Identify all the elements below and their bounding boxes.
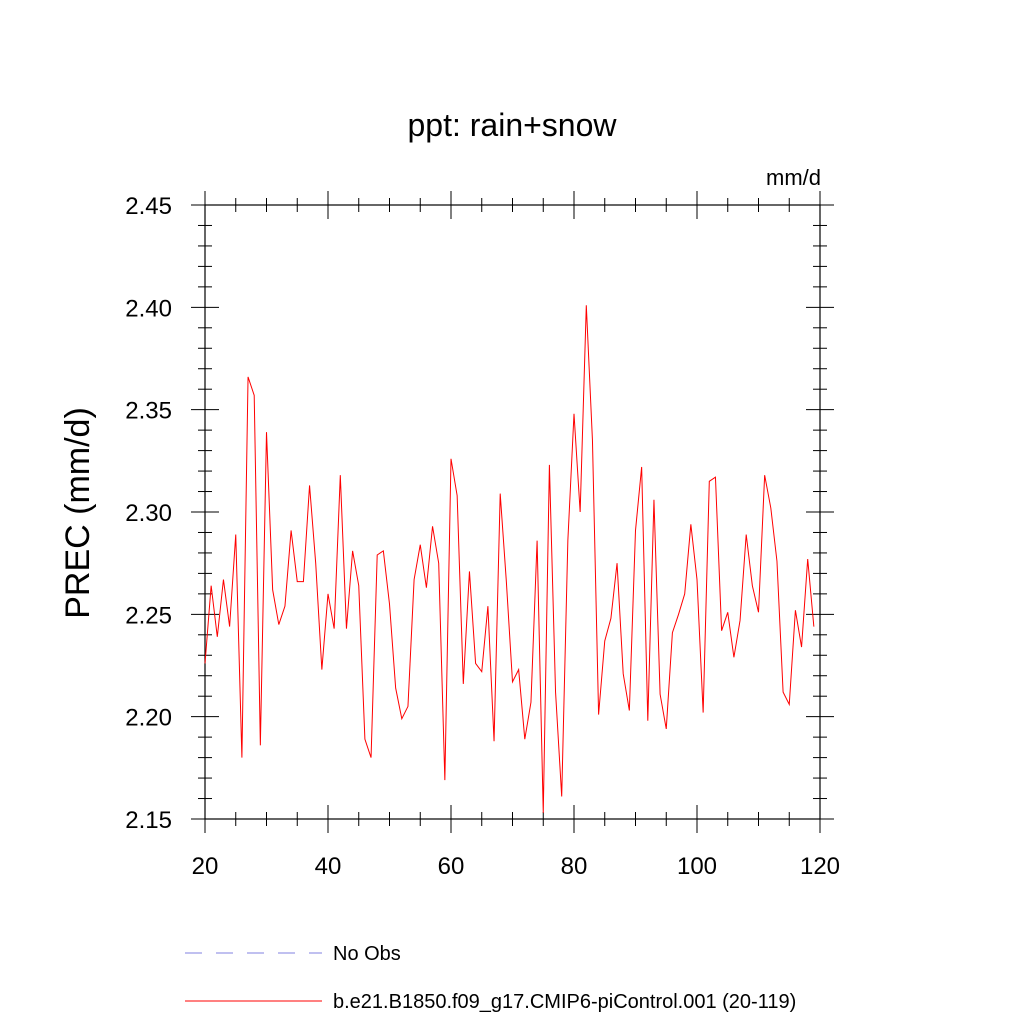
x-tick-label: 60 [438,853,465,880]
y-tick-label: 2.35 [125,398,172,425]
x-tick-label: 20 [192,853,219,880]
y-axis-label: PREC (mm/d) [59,407,97,619]
legend: No Obs b.e21.B1850.f09_g17.CMIP6-piContr… [185,943,796,1013]
x-tick-label: 100 [677,853,717,880]
series-layer [204,305,815,813]
x-tick-labels: 20 40 60 80 100 120 [192,853,840,880]
x-tick-label: 120 [800,853,840,880]
units-label: mm/d [766,165,821,190]
y-tick-label: 2.45 [125,193,172,220]
x-tick-label: 40 [315,853,342,880]
chart-title: ppt: rain+snow [407,107,617,143]
series-line-1 [204,305,815,813]
legend-label-picontrol: b.e21.B1850.f09_g17.CMIP6-piControl.001 … [333,991,796,1013]
y-tick-label: 2.30 [125,500,172,527]
y-tick-labels: 2.15 2.20 2.25 2.30 2.35 2.40 2.45 [125,193,172,834]
major-ticks [191,191,834,833]
minor-ticks [198,198,827,826]
y-tick-label: 2.25 [125,602,172,629]
y-tick-label: 2.15 [125,807,172,834]
plot-frame [204,204,821,820]
x-tick-label: 80 [561,853,588,880]
y-tick-label: 2.20 [125,705,172,732]
y-tick-label: 2.40 [125,295,172,322]
plot-border [204,204,821,820]
legend-label-no-obs: No Obs [333,943,401,965]
